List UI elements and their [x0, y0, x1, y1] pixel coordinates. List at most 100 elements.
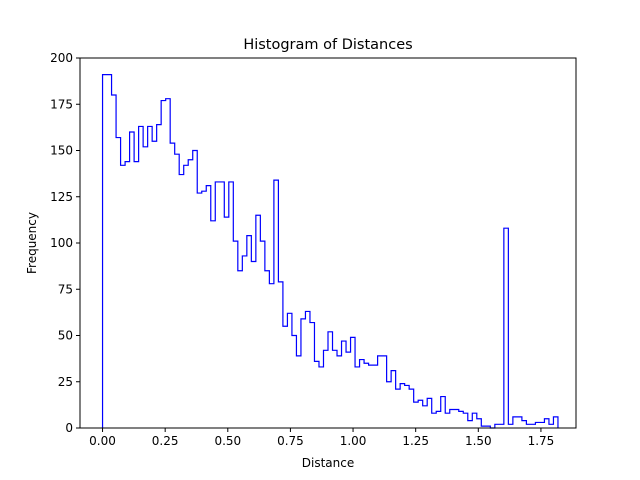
histogram-bin [445, 413, 450, 428]
y-tick-label: 175 [50, 97, 73, 111]
histogram-bin [531, 424, 536, 428]
histogram-bin [508, 424, 513, 428]
x-tick-label: 1.75 [528, 434, 555, 448]
x-tick-label: 0.25 [152, 434, 179, 448]
histogram-step-layer [101, 74, 559, 429]
histogram-bin [260, 241, 265, 428]
x-tick-label: 1.50 [465, 434, 492, 448]
histogram-bin [535, 422, 540, 428]
histogram-bin [256, 215, 261, 428]
histogram-bin [157, 125, 162, 428]
histogram-bin [292, 336, 297, 429]
histogram-bin [463, 413, 468, 428]
chart-title: Histogram of Distances [243, 37, 412, 53]
histogram-bin [436, 411, 441, 428]
histogram-bin [206, 186, 211, 428]
histogram-bin [274, 180, 279, 428]
histogram-bin [468, 421, 473, 428]
histogram-bin [310, 323, 315, 428]
histogram-bin [184, 165, 189, 428]
histogram-bin [278, 282, 283, 428]
histogram-bin [427, 398, 432, 428]
histogram-bin [337, 356, 342, 428]
histogram-bin [432, 413, 437, 428]
histogram-bin [139, 126, 144, 428]
y-tick-label: 50 [58, 329, 73, 343]
histogram-bin [229, 182, 234, 428]
histogram-bin [414, 402, 419, 428]
histogram-bin [544, 419, 549, 428]
histogram-bin [319, 367, 324, 428]
y-tick-label: 25 [58, 375, 73, 389]
histogram-bin [504, 228, 509, 428]
y-tick-label: 0 [65, 421, 73, 435]
histogram-bin [540, 422, 545, 428]
histogram-bin [265, 271, 270, 428]
histogram-bin [193, 151, 198, 429]
y-tick-label: 125 [50, 190, 73, 204]
histogram-bin [161, 101, 166, 428]
histogram-bin [522, 421, 527, 428]
histogram-bin [202, 191, 207, 428]
histogram-bin [287, 313, 292, 428]
histogram-bin [179, 175, 184, 428]
x-tick-label: 1.00 [340, 434, 367, 448]
histogram-bin [459, 411, 464, 428]
histogram-bin [152, 141, 157, 428]
histogram-bin [477, 419, 482, 428]
plot-area-background [80, 58, 576, 428]
histogram-bin [116, 138, 121, 428]
histogram-bin [220, 182, 225, 428]
histogram-bin [360, 360, 365, 428]
histogram-bin [107, 75, 112, 428]
y-tick-label: 100 [50, 236, 73, 250]
histogram-bin [526, 424, 531, 428]
histogram-bin [333, 350, 338, 428]
histogram-bin [188, 160, 193, 428]
histogram-bin [382, 356, 387, 428]
histogram-bin [197, 193, 202, 428]
histogram-bin [517, 417, 522, 428]
y-tick-label: 150 [50, 144, 73, 158]
histogram-bin [450, 410, 455, 429]
histogram-bin [369, 365, 374, 428]
histogram-bin [242, 256, 247, 428]
histogram-bin [175, 154, 180, 428]
histogram-bin [211, 221, 216, 428]
y-axis-title: Frequency [25, 212, 39, 274]
histogram-bin [549, 424, 554, 428]
histogram-bin [215, 182, 220, 428]
histogram-bin [342, 341, 347, 428]
y-axis: 0 25 50 75 100 125 150 175 200 [50, 51, 80, 435]
histogram-bin [323, 350, 328, 428]
histogram-bin [418, 400, 423, 428]
histogram-bin [387, 382, 392, 428]
histogram-bin [400, 384, 405, 428]
histogram-bin [247, 236, 252, 428]
y-tick-label: 200 [50, 51, 73, 65]
histogram-bin [378, 356, 383, 428]
histogram-bin [238, 271, 243, 428]
x-tick-label: 0.75 [277, 434, 304, 448]
histogram-bin [130, 132, 135, 428]
histogram-bin [472, 413, 477, 428]
x-tick-label: 0.50 [214, 434, 241, 448]
histogram-bin [166, 99, 171, 428]
histogram-bin [391, 371, 396, 428]
histogram-bin [513, 417, 518, 428]
histogram-step-line [101, 74, 559, 429]
histogram-bin [409, 389, 414, 428]
histogram-bin [364, 363, 369, 428]
histogram-bin [269, 284, 274, 428]
histogram-bin [224, 217, 229, 428]
histogram-bin [423, 406, 428, 428]
histogram-bin [328, 332, 333, 428]
histogram-bin [314, 361, 319, 428]
histogram-bin [143, 147, 148, 428]
x-tick-label: 1.25 [402, 434, 429, 448]
histogram-bin [112, 95, 117, 428]
histogram-bin [283, 326, 288, 428]
histogram-bin [125, 162, 130, 428]
histogram-bin [553, 417, 558, 428]
